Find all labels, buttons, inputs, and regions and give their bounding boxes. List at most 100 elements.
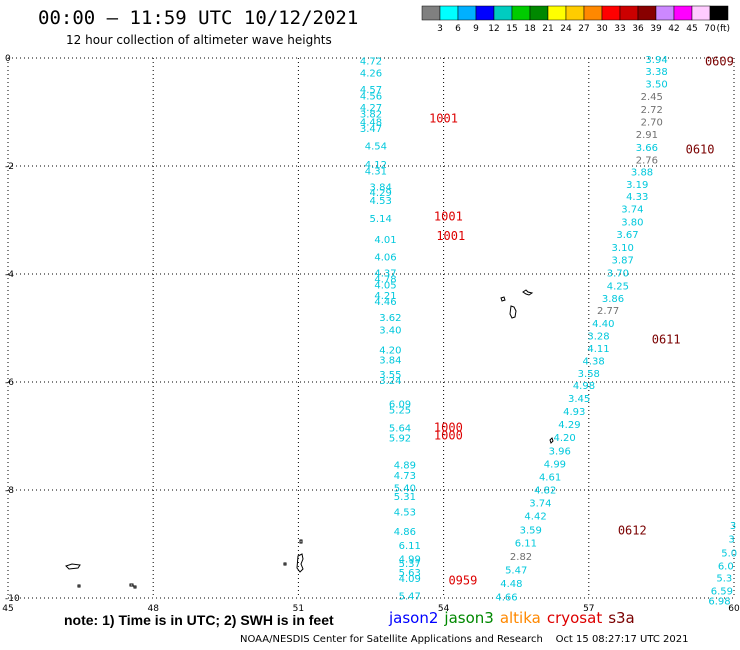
swh-value: 4.05	[374, 280, 396, 291]
swh-value: 3.19	[626, 180, 648, 191]
swh-value: 4.53	[370, 196, 392, 207]
time-annotation: 0609	[705, 55, 734, 69]
swh-value: 4.06	[374, 253, 396, 264]
swh-value: 5.3	[716, 573, 732, 584]
swh-value: 3.47	[360, 124, 382, 135]
colorbar-swatch	[637, 5, 657, 21]
swh-value: 4.40	[592, 319, 614, 330]
swh-value: 3.40	[379, 326, 401, 337]
swh-value: 4.93	[563, 407, 585, 418]
swh-value: 5.31	[394, 492, 416, 503]
swh-value: 4.73	[394, 471, 416, 482]
island	[77, 584, 81, 588]
time-annotation: 1000	[434, 428, 463, 442]
legend-item: jason2	[389, 609, 439, 627]
swh-value: 3.59	[520, 525, 542, 536]
swh-value: 6.0	[718, 562, 734, 573]
legend-item: cryosat	[546, 609, 603, 627]
swh-value: 3.66	[636, 143, 658, 154]
subtitle: 12 hour collection of altimeter wave hei…	[66, 33, 332, 47]
swh-value: 4.99	[544, 460, 566, 471]
swh-value: 4.20	[379, 346, 401, 357]
time-annotation: 1001	[434, 210, 463, 224]
swh-value: 4.56	[360, 91, 382, 102]
swh-value: 3.28	[587, 332, 609, 343]
y-tick-label: 0	[5, 54, 11, 64]
swh-value: 3.88	[631, 167, 653, 178]
swh-value: 4.89	[394, 461, 416, 472]
swh-value: 3.87	[612, 255, 634, 266]
swh-value: 5.64	[389, 423, 411, 434]
swh-value: 4.27	[360, 103, 382, 114]
island	[522, 289, 534, 296]
swh-value: 3.67	[616, 230, 638, 241]
time-annotation: 0611	[652, 332, 681, 346]
colorbar-label: 18	[524, 24, 536, 34]
colorbar-label: 6	[455, 24, 461, 34]
swh-value: 4.37	[374, 268, 396, 279]
colorbar-swatch	[601, 5, 621, 21]
y-tick-label: -4	[5, 270, 14, 280]
time-annotation: 1000	[434, 420, 463, 434]
swh-value: 4.61	[539, 473, 561, 484]
swh-value: 2.77	[597, 306, 619, 317]
island	[283, 562, 287, 566]
colorbar-label: 9	[473, 24, 479, 34]
swh-value: 4.21	[374, 291, 396, 302]
swh-value: 3.80	[621, 218, 643, 229]
swh-value: 4.48	[360, 118, 382, 129]
legend-item: altika	[499, 609, 541, 627]
swh-value: 3.84	[370, 183, 392, 194]
colorbar-swatch	[493, 5, 513, 21]
legend-item: s3a	[608, 609, 635, 627]
x-tick-label: 51	[293, 604, 304, 614]
swh-value: 2.82	[510, 552, 532, 563]
x-tick-label: 45	[2, 604, 13, 614]
swh-value: 3.94	[645, 55, 667, 66]
colorbar-swatch	[673, 5, 693, 21]
legend-item: jason3	[444, 609, 494, 627]
swh-value: 5.37	[399, 559, 421, 570]
colorbar-label: 33	[614, 24, 625, 34]
swh-value: 3.50	[645, 79, 667, 90]
time-annotation: 0959	[448, 574, 477, 588]
swh-value: 4.20	[553, 433, 575, 444]
swh-value: 5.63	[399, 568, 421, 579]
colorbar-label: 42	[668, 24, 679, 34]
x-tick-label: 57	[583, 604, 594, 614]
swh-value: 2.91	[636, 130, 658, 141]
island	[549, 437, 554, 444]
colorbar-label: 30	[596, 24, 608, 34]
colorbar: 3 6 9 12 15 18 21 24 27 30 33 36 39 42 45 70 (ft)	[421, 5, 730, 34]
swh-value: 4.25	[607, 281, 629, 292]
swh-value: 3.38	[645, 67, 667, 78]
colorbar-label: 24	[560, 24, 572, 34]
x-tick-label: 48	[147, 604, 159, 614]
note: note: 1) Time is in UTC; 2) SWH is in fe…	[64, 612, 334, 628]
island	[299, 539, 303, 544]
swh-value: 6.11	[399, 541, 421, 552]
swh-value: 5.0	[721, 549, 737, 560]
swh-value: 2.70	[641, 118, 663, 129]
colorbar-swatch	[583, 5, 603, 21]
colorbar-label: 39	[650, 24, 662, 34]
swh-value: 3.84	[379, 355, 401, 366]
swh-value: 3.86	[602, 294, 624, 305]
time-annotation: 1001	[436, 229, 465, 243]
colorbar-swatch	[655, 5, 675, 21]
page-title: 00:00 – 11:59 UTC 10/12/2021	[38, 7, 359, 29]
swh-value: 3.45	[568, 394, 590, 405]
swh-value: 6.98	[708, 597, 730, 608]
swh-value: 4.29	[558, 420, 580, 431]
swh-labels: 4.724.264.574.564.273.824.483.474.544.12…	[360, 55, 737, 608]
y-tick-label: -8	[5, 486, 14, 496]
swh-value: 4.54	[365, 141, 387, 152]
swh-value: 3	[730, 521, 736, 532]
swh-value: 4.57	[360, 85, 382, 96]
footer-credit: NOAA/NESDIS Center for Satellite Applica…	[240, 634, 689, 645]
island	[509, 305, 517, 319]
swh-value: 4.12	[365, 160, 387, 171]
swh-value: 3.74	[529, 498, 551, 509]
